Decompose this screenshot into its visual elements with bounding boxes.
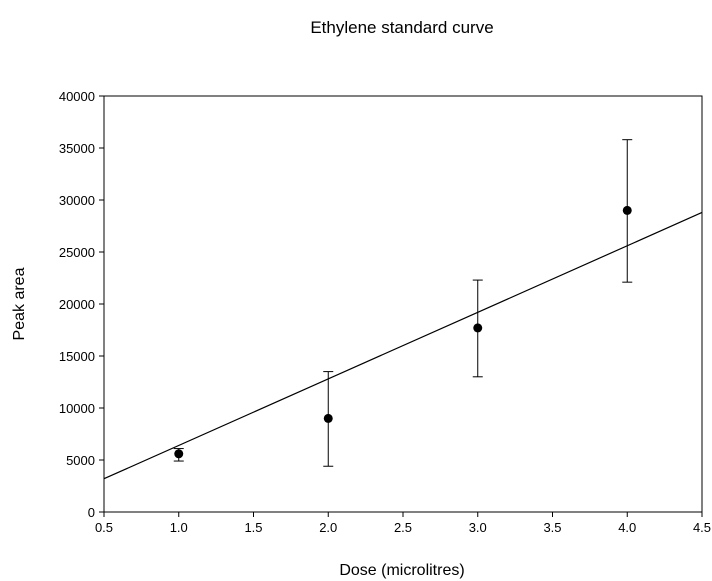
data-point (174, 449, 184, 459)
y-tick-label: 15000 (59, 349, 95, 364)
y-tick-label: 35000 (59, 141, 95, 156)
y-tick-label: 0 (88, 505, 95, 520)
y-axis-label: Peak area (11, 267, 28, 340)
chart-title: Ethylene standard curve (310, 18, 493, 37)
x-tick-label: 0.5 (95, 520, 113, 535)
x-tick-label: 1.5 (244, 520, 262, 535)
y-axis-ticks: 0 5000 10000 15000 20000 25000 30000 35000 40000 (59, 89, 104, 520)
x-tick-label: 4.5 (693, 520, 711, 535)
data-point (622, 205, 632, 215)
x-tick-label: 3.5 (543, 520, 561, 535)
data-point (323, 413, 333, 423)
x-axis-label: Dose (microlitres) (339, 562, 464, 579)
x-tick-label: 2.5 (394, 520, 412, 535)
x-tick-label: 4.0 (618, 520, 636, 535)
y-tick-label: 20000 (59, 297, 95, 312)
regression-line (103, 211, 703, 480)
x-axis-ticks: 0.5 1.0 1.5 2.0 2.5 3.0 3.5 4.0 4.5 (95, 512, 711, 535)
y-tick-label: 30000 (59, 193, 95, 208)
data-point (473, 323, 483, 333)
data-points (173, 139, 633, 467)
x-tick-label: 3.0 (469, 520, 487, 535)
plot-frame (103, 95, 703, 513)
x-tick-label: 1.0 (170, 520, 188, 535)
y-tick-label: 10000 (59, 401, 95, 416)
x-tick-label: 2.0 (319, 520, 337, 535)
y-tick-label: 40000 (59, 89, 95, 104)
y-tick-label: 25000 (59, 245, 95, 260)
y-tick-label: 5000 (66, 453, 95, 468)
